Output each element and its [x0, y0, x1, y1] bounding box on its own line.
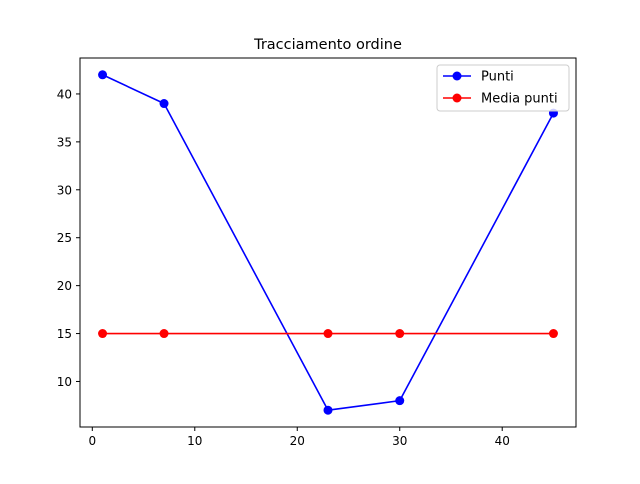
- x-tick-label: 20: [290, 434, 305, 448]
- y-tick-label: 35: [57, 135, 72, 149]
- x-tick-label: 0: [88, 434, 96, 448]
- plot-area: [98, 70, 558, 415]
- data-point-media-punti: [159, 329, 169, 339]
- series-line-punti: [102, 74, 555, 412]
- data-point-punti: [159, 99, 169, 109]
- x-tick-label: 40: [495, 434, 510, 448]
- x-axis: 0 10 20 30 40: [88, 427, 510, 448]
- data-point-media-punti: [395, 329, 405, 339]
- data-point-media-punti: [323, 329, 333, 339]
- y-tick-label: 15: [57, 327, 72, 341]
- y-tick-label: 10: [57, 375, 72, 389]
- data-point-punti: [323, 405, 333, 415]
- legend-label-media-punti: Media punti: [481, 92, 558, 107]
- data-point-media-punti: [98, 329, 108, 339]
- data-point-punti: [395, 396, 405, 406]
- chart-title: Tracciamento ordine: [253, 37, 402, 53]
- legend-label-punti: Punti: [481, 70, 514, 85]
- legend-marker-punti: [452, 71, 462, 81]
- legend: Punti Media punti: [436, 64, 570, 112]
- y-tick-label: 40: [57, 87, 72, 101]
- data-point-media-punti: [548, 329, 558, 339]
- x-tick-label: 30: [392, 434, 407, 448]
- data-point-punti: [98, 70, 108, 80]
- x-tick-label: 10: [187, 434, 202, 448]
- y-tick-label: 25: [57, 231, 72, 245]
- axes-frame: [79, 57, 577, 428]
- y-axis: 10 15 20 25 30 35 40: [57, 87, 80, 389]
- y-tick-label: 30: [57, 183, 72, 197]
- y-tick-label: 20: [57, 279, 72, 293]
- legend-marker-media-punti: [452, 93, 462, 103]
